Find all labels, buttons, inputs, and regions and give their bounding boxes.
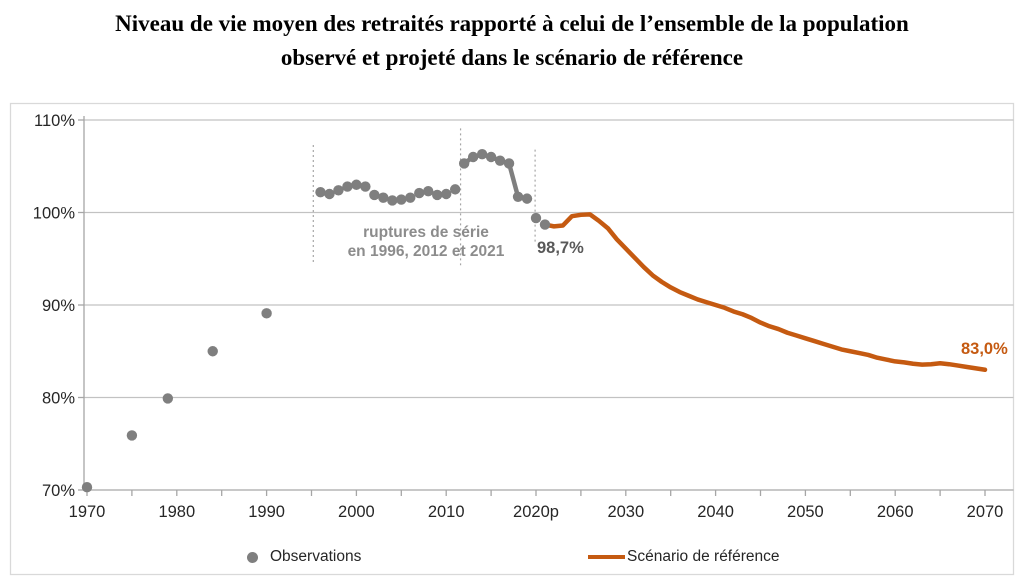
observation-point bbox=[369, 189, 380, 201]
observation-point bbox=[467, 151, 479, 163]
observation-point bbox=[512, 191, 524, 202]
x-tick-label: 2000 bbox=[338, 503, 375, 521]
chart-title-line2: observé et projeté dans le scénario de r… bbox=[280, 45, 744, 70]
rupture-annotation: ruptures de série en 1996, 2012 et 2021 bbox=[310, 223, 542, 261]
observation-point bbox=[342, 181, 353, 192]
scenario-line bbox=[542, 212, 988, 372]
observation-point bbox=[476, 149, 488, 160]
observation-point bbox=[126, 430, 138, 441]
y-tick-label: 70% bbox=[42, 482, 75, 500]
x-tick-label: 1980 bbox=[158, 503, 195, 521]
observation-point bbox=[503, 158, 515, 169]
observation-point bbox=[81, 482, 93, 493]
observation-point bbox=[423, 186, 434, 197]
legend-item-scenario: Scénario de référence bbox=[588, 548, 780, 566]
observation-point bbox=[333, 185, 344, 196]
x-tick-label: 2010 bbox=[428, 503, 465, 521]
y-tick-label: 80% bbox=[42, 390, 75, 408]
observation-point bbox=[521, 193, 533, 204]
observation-point bbox=[414, 187, 425, 199]
observation-point bbox=[539, 219, 551, 230]
observation-point bbox=[449, 184, 461, 195]
scenario-line-icon bbox=[588, 554, 625, 560]
chart-title-line1: Niveau de vie moyen des retraités rappor… bbox=[115, 11, 909, 36]
x-tick-label: 2070 bbox=[967, 503, 1004, 521]
observation-point bbox=[432, 189, 443, 201]
observation-point bbox=[396, 194, 407, 205]
rupture-annotation-line2: en 1996, 2012 et 2021 bbox=[347, 243, 505, 260]
observation-point bbox=[530, 212, 542, 224]
x-tick-label: 1970 bbox=[69, 503, 106, 521]
x-tick-label: 2050 bbox=[787, 503, 824, 521]
observation-point bbox=[387, 195, 398, 206]
chart-title: Niveau de vie moyen des retraités rappor… bbox=[0, 7, 1024, 75]
observation-point bbox=[324, 188, 335, 200]
y-tick-label: 110% bbox=[34, 112, 75, 130]
scenario-start-value-label: 98,7% bbox=[537, 239, 584, 257]
observation-point bbox=[441, 188, 452, 200]
observation-point bbox=[378, 192, 389, 203]
legend-observations-label: Observations bbox=[270, 548, 362, 565]
x-tick-label: 1990 bbox=[248, 503, 285, 521]
legend-scenario-label: Scénario de référence bbox=[627, 548, 780, 565]
observations-marker-icon bbox=[247, 551, 258, 563]
rupture-annotation-line1: ruptures de série bbox=[363, 224, 489, 241]
observation-point bbox=[162, 393, 174, 404]
x-tick-label: 2020p bbox=[513, 503, 559, 521]
observation-point bbox=[351, 179, 362, 190]
x-tick-label: 2030 bbox=[607, 503, 644, 521]
observation-point bbox=[315, 186, 326, 198]
observation-point bbox=[405, 192, 416, 203]
observation-point bbox=[458, 158, 470, 169]
observation-point bbox=[485, 151, 497, 163]
x-tick-label: 2060 bbox=[877, 503, 914, 521]
y-tick-label: 90% bbox=[42, 297, 75, 315]
chart-frame bbox=[9, 102, 1015, 576]
observation-point bbox=[261, 308, 272, 319]
legend-item-observations: Observations bbox=[247, 548, 361, 566]
y-tick-label: 100% bbox=[33, 205, 76, 223]
observation-point bbox=[207, 346, 218, 357]
observation-point bbox=[360, 181, 371, 192]
scenario-end-value-label: 83,0% bbox=[961, 340, 1008, 358]
observation-point bbox=[494, 155, 506, 166]
x-tick-label: 2040 bbox=[697, 503, 734, 521]
